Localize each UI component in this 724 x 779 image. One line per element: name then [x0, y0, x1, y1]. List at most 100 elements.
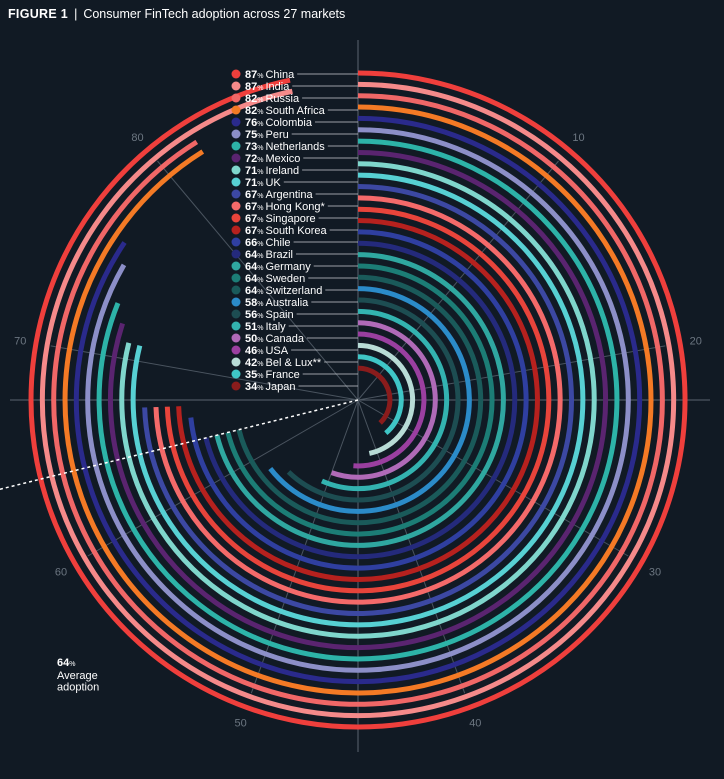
average-line — [0, 399, 359, 491]
legend-unit: % — [257, 169, 263, 176]
arc-argentina — [142, 184, 574, 616]
legend-value: 82 — [245, 93, 257, 105]
legend-unit: % — [257, 193, 263, 200]
legend-unit: % — [257, 301, 263, 308]
legend-label: 67% Singapore — [245, 213, 316, 225]
legend-value: 72 — [245, 153, 257, 165]
legend-label: 56% Spain — [245, 309, 294, 321]
legend-swatch — [231, 93, 241, 103]
legend-item-italy: 51% Italy — [231, 321, 286, 333]
legend-value: 56 — [245, 309, 257, 321]
legend-label: 67% Hong Kong* — [245, 201, 326, 213]
legend-item-hong-kong: 67% Hong Kong* — [231, 201, 326, 213]
legend-swatch — [231, 297, 241, 307]
legend-value: 82 — [245, 105, 257, 117]
legend-item-south-africa: 82% South Africa — [231, 105, 326, 117]
legend-name: Canada — [265, 333, 304, 345]
legend-unit: % — [257, 229, 263, 236]
legend-unit: % — [257, 253, 263, 260]
legend-value: 64 — [245, 273, 258, 285]
legend-name: USA — [265, 345, 288, 357]
arc-germany — [214, 252, 506, 548]
arc-hong-kong — [153, 195, 563, 605]
legend-name: Peru — [265, 129, 288, 141]
legend-name: Singapore — [265, 213, 315, 225]
legend-item-usa: 46% USA — [231, 345, 289, 357]
legend-item-mexico: 72% Mexico — [231, 153, 300, 165]
legend-value: 87 — [245, 81, 257, 93]
legend-swatch — [231, 153, 241, 163]
arc-brazil — [203, 240, 518, 560]
legend-label: 64% Sweden — [245, 273, 305, 285]
legend-label: 35% France — [245, 369, 300, 381]
legend-label: 42% Bel & Lux** — [245, 357, 322, 369]
arc-china — [28, 70, 688, 730]
legend-item-ireland: 71% Ireland — [231, 165, 299, 177]
angle-tick-label: 60 — [55, 567, 67, 579]
legend-item-uk: 71% UK — [231, 177, 281, 189]
arc-france — [357, 354, 404, 436]
figure-label: FIGURE 1 — [8, 7, 69, 21]
legend-label: 64% Brazil — [245, 249, 293, 261]
arc-japan — [357, 365, 393, 425]
legend-unit: % — [257, 313, 263, 320]
arc-chile — [188, 229, 529, 571]
legend-unit: % — [257, 361, 263, 368]
legend-name: Germany — [265, 261, 311, 273]
legend-item-sweden: 64% Sweden — [231, 273, 305, 285]
legend-unit: % — [257, 97, 263, 104]
legend-unit: % — [257, 109, 263, 116]
legend-value: 64 — [245, 285, 258, 297]
legend-swatch — [231, 105, 241, 115]
legend-unit: % — [257, 289, 263, 296]
legend-label: 82% Russia — [245, 93, 300, 105]
legend-swatch — [231, 345, 241, 355]
legend-swatch — [231, 129, 241, 139]
legend-label: 87% India — [245, 81, 290, 93]
arc-peru — [85, 127, 631, 673]
legend-name: Australia — [265, 297, 309, 309]
legend-label: 64% Germany — [245, 261, 311, 273]
legend-unit: % — [257, 181, 263, 188]
legend-unit: % — [257, 121, 263, 128]
angle-tick-label: 30 — [649, 567, 661, 579]
legend-item-chile: 66% Chile — [231, 237, 291, 249]
legend-value: 35 — [245, 369, 257, 381]
arc-ireland — [119, 161, 597, 639]
legend-unit: % — [257, 205, 263, 212]
legend-label: 71% UK — [245, 177, 281, 189]
legend-value: 46 — [245, 345, 257, 357]
legend-label: 66% Chile — [245, 237, 291, 249]
angle-tick-label: 10 — [572, 132, 584, 144]
legend-unit: % — [257, 277, 263, 284]
legend-value: 76 — [245, 117, 257, 129]
legend-item-india: 87% India — [231, 81, 290, 93]
legend-value: 67 — [245, 189, 257, 201]
legend-name: Colombia — [265, 117, 312, 129]
average-label: 64% — [57, 657, 75, 669]
arc-italy — [320, 308, 450, 492]
legend-swatch — [231, 333, 241, 343]
average-label-line: adoption — [57, 682, 99, 694]
legend-label: 73% Netherlands — [245, 141, 325, 153]
legend-unit: % — [257, 373, 263, 380]
legend-value: 87 — [245, 69, 257, 81]
chart-title: Consumer FinTech adoption across 27 mark… — [83, 7, 346, 21]
angle-tick-label: 70 — [14, 335, 26, 347]
arc-colombia — [73, 115, 643, 685]
arc-russia — [51, 93, 665, 707]
legend-unit: % — [257, 349, 263, 356]
legend-item-germany: 64% Germany — [231, 261, 311, 273]
legend-label: 50% Canada — [245, 333, 305, 345]
legend-name: India — [265, 81, 290, 93]
legend-label: 67% Argentina — [245, 189, 313, 201]
average-value: 64 — [57, 657, 70, 669]
legend-item-france: 35% France — [231, 369, 300, 381]
legend-swatch — [231, 369, 241, 379]
legend-value: 67 — [245, 225, 257, 237]
legend-item-spain: 56% Spain — [231, 309, 294, 321]
legend-unit: % — [257, 385, 263, 392]
legend-label: 72% Mexico — [245, 153, 300, 165]
legend-value: 67 — [245, 201, 257, 213]
legend-swatch — [231, 249, 241, 259]
